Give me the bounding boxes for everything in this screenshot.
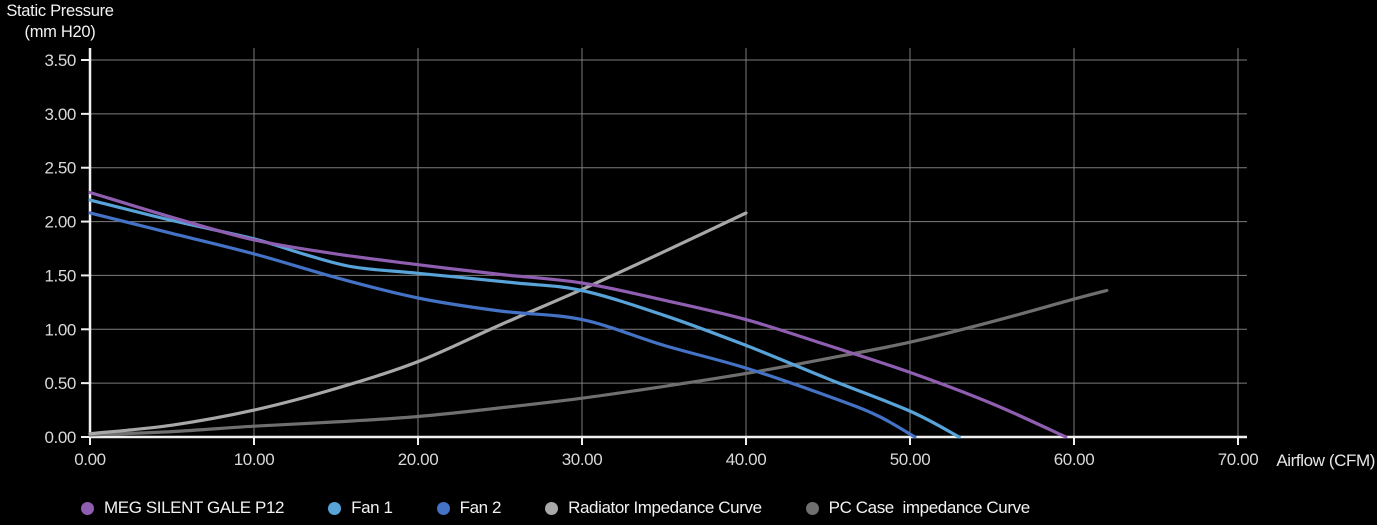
y-tick-label: 1.50 xyxy=(45,266,77,285)
curve-fan-2 xyxy=(88,211,917,439)
legend-label: MEG SILENT GALE P12 xyxy=(104,498,285,517)
x-tick-label: 30.00 xyxy=(562,450,603,469)
chart-legend: MEG SILENT GALE P12 Fan 1 Fan 2 Radiator… xyxy=(81,497,1030,519)
curve-fan-1 xyxy=(88,198,961,439)
legend-item-radiator-impedance-curve: Radiator Impedance Curve xyxy=(545,498,762,518)
x-tick-label: 50.00 xyxy=(890,450,931,469)
legend-label: Fan 1 xyxy=(351,498,393,517)
x-tick-label: 40.00 xyxy=(726,450,767,469)
legend-label: Radiator Impedance Curve xyxy=(568,498,762,517)
x-tick-label: 70.00 xyxy=(1218,450,1259,469)
legend-item-fan-2: Fan 2 xyxy=(436,498,502,518)
legend-item-meg-silent-gale-p12: MEG SILENT GALE P12 xyxy=(81,498,285,518)
y-tick-label: 1.00 xyxy=(45,320,77,339)
x-tick-label: 0.00 xyxy=(74,450,106,469)
x-tick-label: 10.00 xyxy=(234,450,275,469)
y-tick-label: 2.50 xyxy=(45,159,77,178)
x-tick-label: 20.00 xyxy=(398,450,439,469)
series-dot-icon xyxy=(805,501,819,515)
y-tick-label: 3.00 xyxy=(45,105,77,124)
y-tick-label: 2.00 xyxy=(45,213,77,232)
x-tick-label: 60.00 xyxy=(1054,450,1095,469)
y-axis-title-line1: Static Pressure xyxy=(6,2,114,20)
x-axis-title: Airflow (CFM) xyxy=(1276,451,1375,470)
y-axis-title-line2: (mm H20) xyxy=(24,23,96,41)
series-dot-icon xyxy=(328,501,342,515)
legend-label: PC Case impedance Curve xyxy=(828,498,1031,517)
curve-pc-case-impedance-curve xyxy=(88,288,1109,437)
legend-label: Fan 2 xyxy=(459,498,502,517)
y-tick-label: 0.50 xyxy=(45,374,77,393)
series-dot-icon xyxy=(545,501,559,515)
legend-item-pc-case-impedance-curve: PC Case impedance Curve xyxy=(805,498,1031,518)
y-tick-label: 0.00 xyxy=(45,428,77,447)
y-tick-label: 3.50 xyxy=(45,51,77,70)
y-axis-title: Static Pressure (mm H20) xyxy=(2,1,118,43)
series-dot-icon xyxy=(436,501,450,515)
legend-item-fan-1: Fan 1 xyxy=(328,498,393,518)
curve-meg-silent-gale-p12 xyxy=(88,190,1068,439)
curve-radiator-impedance-curve xyxy=(88,211,748,436)
series-dot-icon xyxy=(81,501,94,515)
